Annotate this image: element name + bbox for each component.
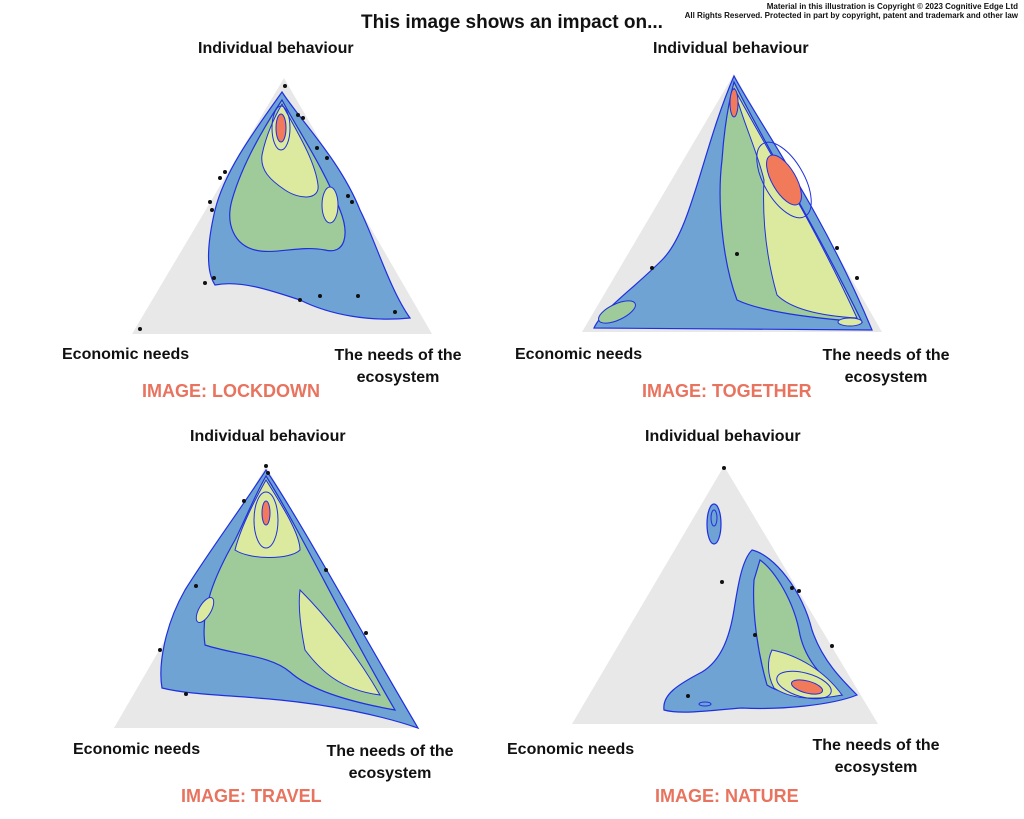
density-region-inner xyxy=(768,649,843,699)
density-contour xyxy=(698,701,712,707)
triad-panel-lockdown: Individual behaviour Economic needs The … xyxy=(0,0,512,401)
response-dot xyxy=(735,252,739,256)
response-dot xyxy=(722,466,726,470)
density-region-inner xyxy=(298,588,381,696)
response-dot xyxy=(324,568,328,572)
response-dot xyxy=(208,200,212,204)
density-contour xyxy=(756,141,812,219)
triad-panel-nature: Individual behaviour Economic needs The … xyxy=(507,410,1024,810)
response-dot xyxy=(283,84,287,88)
vertex-label-top: Individual behaviour xyxy=(645,428,801,445)
response-dot xyxy=(158,648,162,652)
vertex-label-left: Economic needs xyxy=(62,346,190,363)
response-dot xyxy=(686,694,690,698)
response-dot xyxy=(325,156,329,160)
triad-chart-nature xyxy=(572,466,878,724)
response-dot xyxy=(318,294,322,298)
response-dot xyxy=(364,631,368,635)
response-dot xyxy=(855,276,859,280)
vertex-label-left: Economic needs xyxy=(507,741,635,758)
density-contour xyxy=(195,597,215,623)
density-contour xyxy=(321,186,339,224)
response-dot xyxy=(350,200,354,204)
density-contour xyxy=(837,317,863,327)
response-points xyxy=(650,246,859,280)
vertex-label-left: Economic needs xyxy=(73,741,201,758)
copyright-line-1: Material in this illustration is Copyrig… xyxy=(766,2,1018,11)
response-dot xyxy=(264,464,268,468)
response-dot xyxy=(218,176,222,180)
density-peak xyxy=(729,88,739,118)
response-dot xyxy=(296,113,300,117)
response-dot xyxy=(753,633,757,637)
triad-chart-travel xyxy=(114,464,420,730)
vertex-label-right: The needs of the ecosystem xyxy=(334,347,462,386)
response-dot xyxy=(203,281,207,285)
triad-chart-lockdown xyxy=(132,78,432,334)
response-dot xyxy=(346,194,350,198)
density-contour xyxy=(271,105,291,151)
response-dot xyxy=(266,471,270,475)
response-dot xyxy=(242,499,246,503)
vertex-label-right: The needs of the ecosystem xyxy=(822,347,950,386)
panel-caption: IMAGE: TOGETHER xyxy=(642,381,812,401)
panel-caption: IMAGE: LOCKDOWN xyxy=(142,381,320,401)
triad-panel-travel: Individual behaviour Economic needs The … xyxy=(0,410,512,810)
vertex-label-top: Individual behaviour xyxy=(653,40,809,57)
density-contour xyxy=(710,509,718,527)
page-title: This image shows an impact on... xyxy=(361,12,663,33)
response-dot xyxy=(138,327,142,331)
copyright-notice: Material in this illustration is Copyrig… xyxy=(685,2,1018,20)
response-dot xyxy=(720,580,724,584)
response-dot xyxy=(210,208,214,212)
density-peak xyxy=(261,500,271,526)
response-dot xyxy=(830,644,834,648)
density-contour xyxy=(598,300,636,324)
response-dot xyxy=(194,584,198,588)
response-dot xyxy=(298,298,302,302)
response-points xyxy=(158,464,368,696)
density-contour xyxy=(776,670,832,700)
panel-caption: IMAGE: NATURE xyxy=(655,786,799,806)
vertex-label-top: Individual behaviour xyxy=(198,40,354,57)
vertex-label-right: The needs of the ecosystem xyxy=(326,743,454,782)
density-peak xyxy=(790,679,824,695)
response-points xyxy=(686,466,834,698)
response-dot xyxy=(356,294,360,298)
response-dot xyxy=(212,276,216,280)
triad-panel-together: Individual behaviour Economic needs The … xyxy=(512,0,1024,401)
response-dot xyxy=(223,170,227,174)
density-region-outer xyxy=(706,503,722,545)
density-peak xyxy=(766,154,802,206)
response-dot xyxy=(315,146,319,150)
vertex-label-right: The needs of the ecosystem xyxy=(812,737,940,776)
response-dot xyxy=(835,246,839,250)
density-peak xyxy=(275,113,287,143)
panel-caption: IMAGE: TRAVEL xyxy=(181,786,322,806)
copyright-line-2: All Rights Reserved. Protected in part b… xyxy=(684,11,1018,20)
density-contour xyxy=(253,491,279,549)
response-dot xyxy=(184,692,188,696)
vertex-label-left: Economic needs xyxy=(515,346,643,363)
response-dot xyxy=(393,310,397,314)
response-dot xyxy=(797,589,801,593)
triad-chart-together xyxy=(582,74,882,332)
response-dot xyxy=(301,116,305,120)
response-dot xyxy=(650,266,654,270)
response-dot xyxy=(790,586,794,590)
vertex-label-top: Individual behaviour xyxy=(190,428,346,445)
response-points xyxy=(138,84,397,331)
